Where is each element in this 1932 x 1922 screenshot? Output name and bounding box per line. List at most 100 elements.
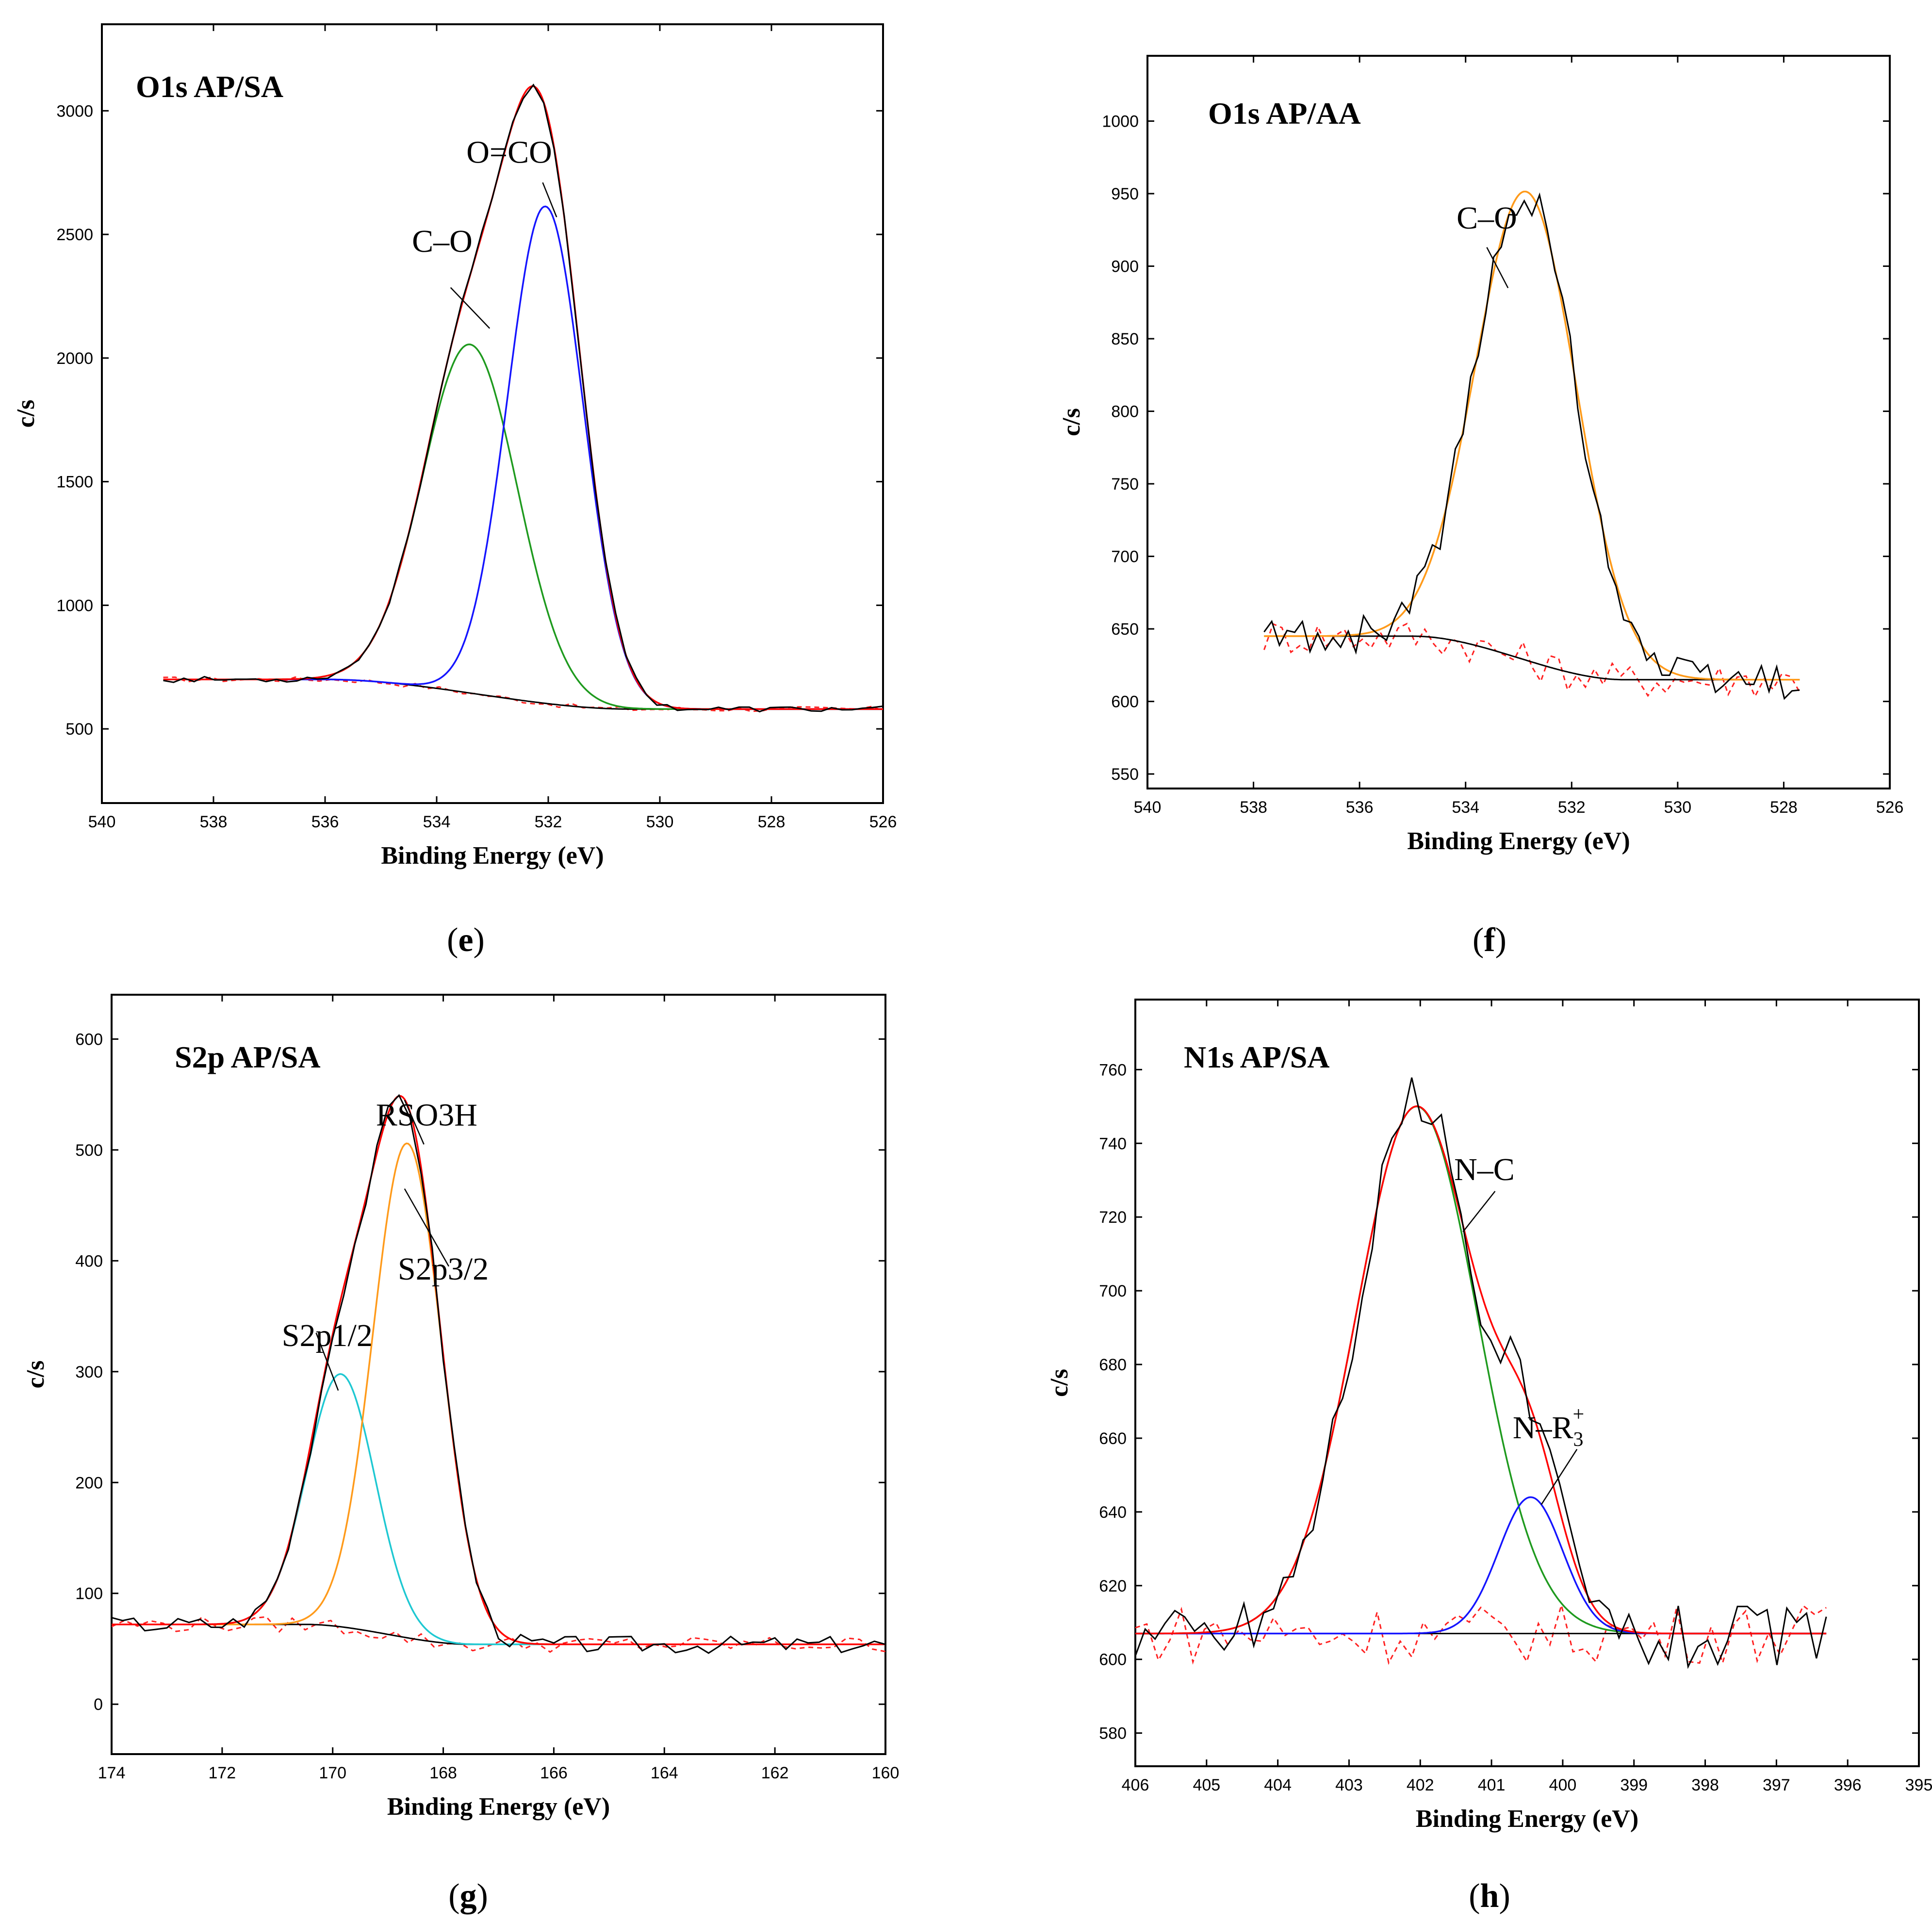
y-tick-label: 1000 (1102, 113, 1139, 131)
y-axis-title: c/s (12, 400, 40, 428)
residual-line (1135, 1602, 1827, 1665)
residual-line (112, 1616, 885, 1653)
y-axis-title: c/s (1058, 408, 1085, 436)
annotation-pointer (1540, 1449, 1578, 1505)
y-tick-label: 2000 (56, 349, 93, 368)
y-tick-label: 550 (1111, 765, 1139, 784)
y-tick-label: 100 (75, 1585, 103, 1603)
x-tick-label: 160 (872, 1764, 900, 1782)
panel-h: 406 405 404 403 402 401 400 399 398 397 396 395 580 6… (1046, 999, 1932, 1915)
x-tick-label: 538 (200, 813, 228, 831)
annotation-pointer (542, 182, 557, 217)
annotation-pointer (404, 1100, 425, 1145)
y-tick-label: 800 (1111, 403, 1139, 421)
envelope-fit (1135, 1105, 1827, 1635)
y-tick-label: 700 (1111, 548, 1139, 566)
plot-frame (1134, 999, 1920, 1767)
x-tick-label: 536 (1346, 798, 1374, 817)
x-tick-label: 532 (535, 813, 562, 831)
peak-annotation: S2p1/2 (282, 1318, 373, 1353)
panel-title: O1s AP/AA (1208, 96, 1361, 131)
y-tick-label: 600 (1111, 693, 1139, 711)
residual-line (1263, 623, 1801, 698)
y-tick-label: 500 (65, 720, 93, 739)
y-tick-label: 640 (1099, 1503, 1127, 1522)
residual-line (163, 676, 883, 712)
y-tick-label: 740 (1099, 1134, 1127, 1153)
component-peak-1 (112, 1373, 885, 1645)
x-tick-label: 401 (1478, 1776, 1506, 1794)
curves (1135, 1077, 1827, 1669)
annotation-pointer (404, 1188, 450, 1267)
x-tick-label: 532 (1558, 798, 1586, 817)
y-tick-label: 620 (1099, 1577, 1127, 1595)
y-tick-label: 1500 (56, 473, 93, 492)
y-tick-label: 900 (1111, 258, 1139, 276)
y-tick-label: 580 (1099, 1725, 1127, 1743)
x-tick-label: 534 (1452, 798, 1479, 817)
peak-annotation: N–R3+ (1513, 1403, 1584, 1451)
panel-g: 174 172 170 168 166 164 162 160 0 100 200 300 400 500… (22, 994, 900, 1915)
raw-data-line (1135, 1077, 1827, 1669)
y-axis-title: c/s (1046, 1369, 1073, 1397)
x-tick-label: 397 (1763, 1776, 1790, 1794)
x-tick-label: 526 (869, 813, 897, 831)
envelope-fit (112, 1095, 885, 1645)
x-tick-label: 395 (1905, 1776, 1932, 1794)
y-tick-label: 700 (1099, 1282, 1127, 1300)
y-tick-label: 200 (75, 1474, 103, 1492)
panel-e: 540 538 536 534 532 530 528 526 500 1000 1500 2000 2… (12, 23, 897, 959)
curves (1263, 190, 1801, 700)
envelope-fit (163, 85, 883, 710)
y-tick-label: 950 (1111, 185, 1139, 203)
x-tick-label: 166 (540, 1764, 568, 1782)
x-tick-label: 168 (429, 1764, 457, 1782)
x-tick-label: 405 (1193, 1776, 1220, 1794)
panel-caption: (g) (448, 1877, 488, 1915)
panel-title: N1s AP/SA (1184, 1040, 1330, 1074)
envelope-fit (1264, 190, 1800, 681)
x-tick-label: 174 (98, 1764, 126, 1782)
y-tick-label: 600 (75, 1030, 103, 1049)
panel-title: O1s AP/SA (136, 69, 283, 104)
y-tick-label: 750 (1111, 475, 1139, 493)
curves (112, 1094, 885, 1654)
x-tick-label: 540 (88, 813, 116, 831)
x-tick-label: 403 (1335, 1776, 1363, 1794)
panel-caption: (e) (447, 921, 485, 959)
x-axis-title: Binding Energy (eV) (1416, 1805, 1638, 1833)
x-tick-label: 528 (1770, 798, 1798, 817)
component-peak-2 (1135, 1496, 1827, 1635)
x-tick-label: 530 (1664, 798, 1691, 817)
panel-caption: (h) (1469, 1877, 1510, 1915)
annotation-pointer (450, 287, 491, 329)
x-axis-title: Binding Energy (eV) (387, 1793, 610, 1821)
x-tick-label: 406 (1122, 1776, 1149, 1794)
plot-frame (111, 994, 886, 1755)
component-peak-2 (112, 1142, 885, 1645)
component-peak-1 (1264, 190, 1800, 681)
peak-annotation: C–O (412, 224, 473, 259)
y-tick-label: 720 (1099, 1208, 1127, 1227)
component-peak-2 (163, 205, 883, 710)
panel-caption: (f) (1473, 921, 1506, 959)
y-tick-label: 0 (94, 1695, 103, 1714)
peak-annotation: N–C (1454, 1152, 1515, 1187)
y-tick-label: 650 (1111, 620, 1139, 639)
x-tick-label: 172 (208, 1764, 236, 1782)
y-tick-label: 850 (1111, 330, 1139, 348)
x-tick-label: 164 (651, 1764, 678, 1782)
x-tick-label: 534 (423, 813, 451, 831)
y-tick-label: 680 (1099, 1356, 1127, 1374)
raw-data-line (163, 83, 883, 713)
peak-annotation: O=CO (466, 134, 552, 170)
y-tick-label: 1000 (56, 596, 93, 615)
x-tick-label: 530 (646, 813, 674, 831)
y-tick-label: 400 (75, 1252, 103, 1270)
raw-data-line (112, 1094, 885, 1654)
annotation-pointer (1486, 247, 1509, 288)
x-tick-label: 540 (1134, 798, 1162, 817)
panel-title: S2p AP/SA (175, 1040, 321, 1074)
peak-annotation: C–O (1457, 200, 1517, 236)
